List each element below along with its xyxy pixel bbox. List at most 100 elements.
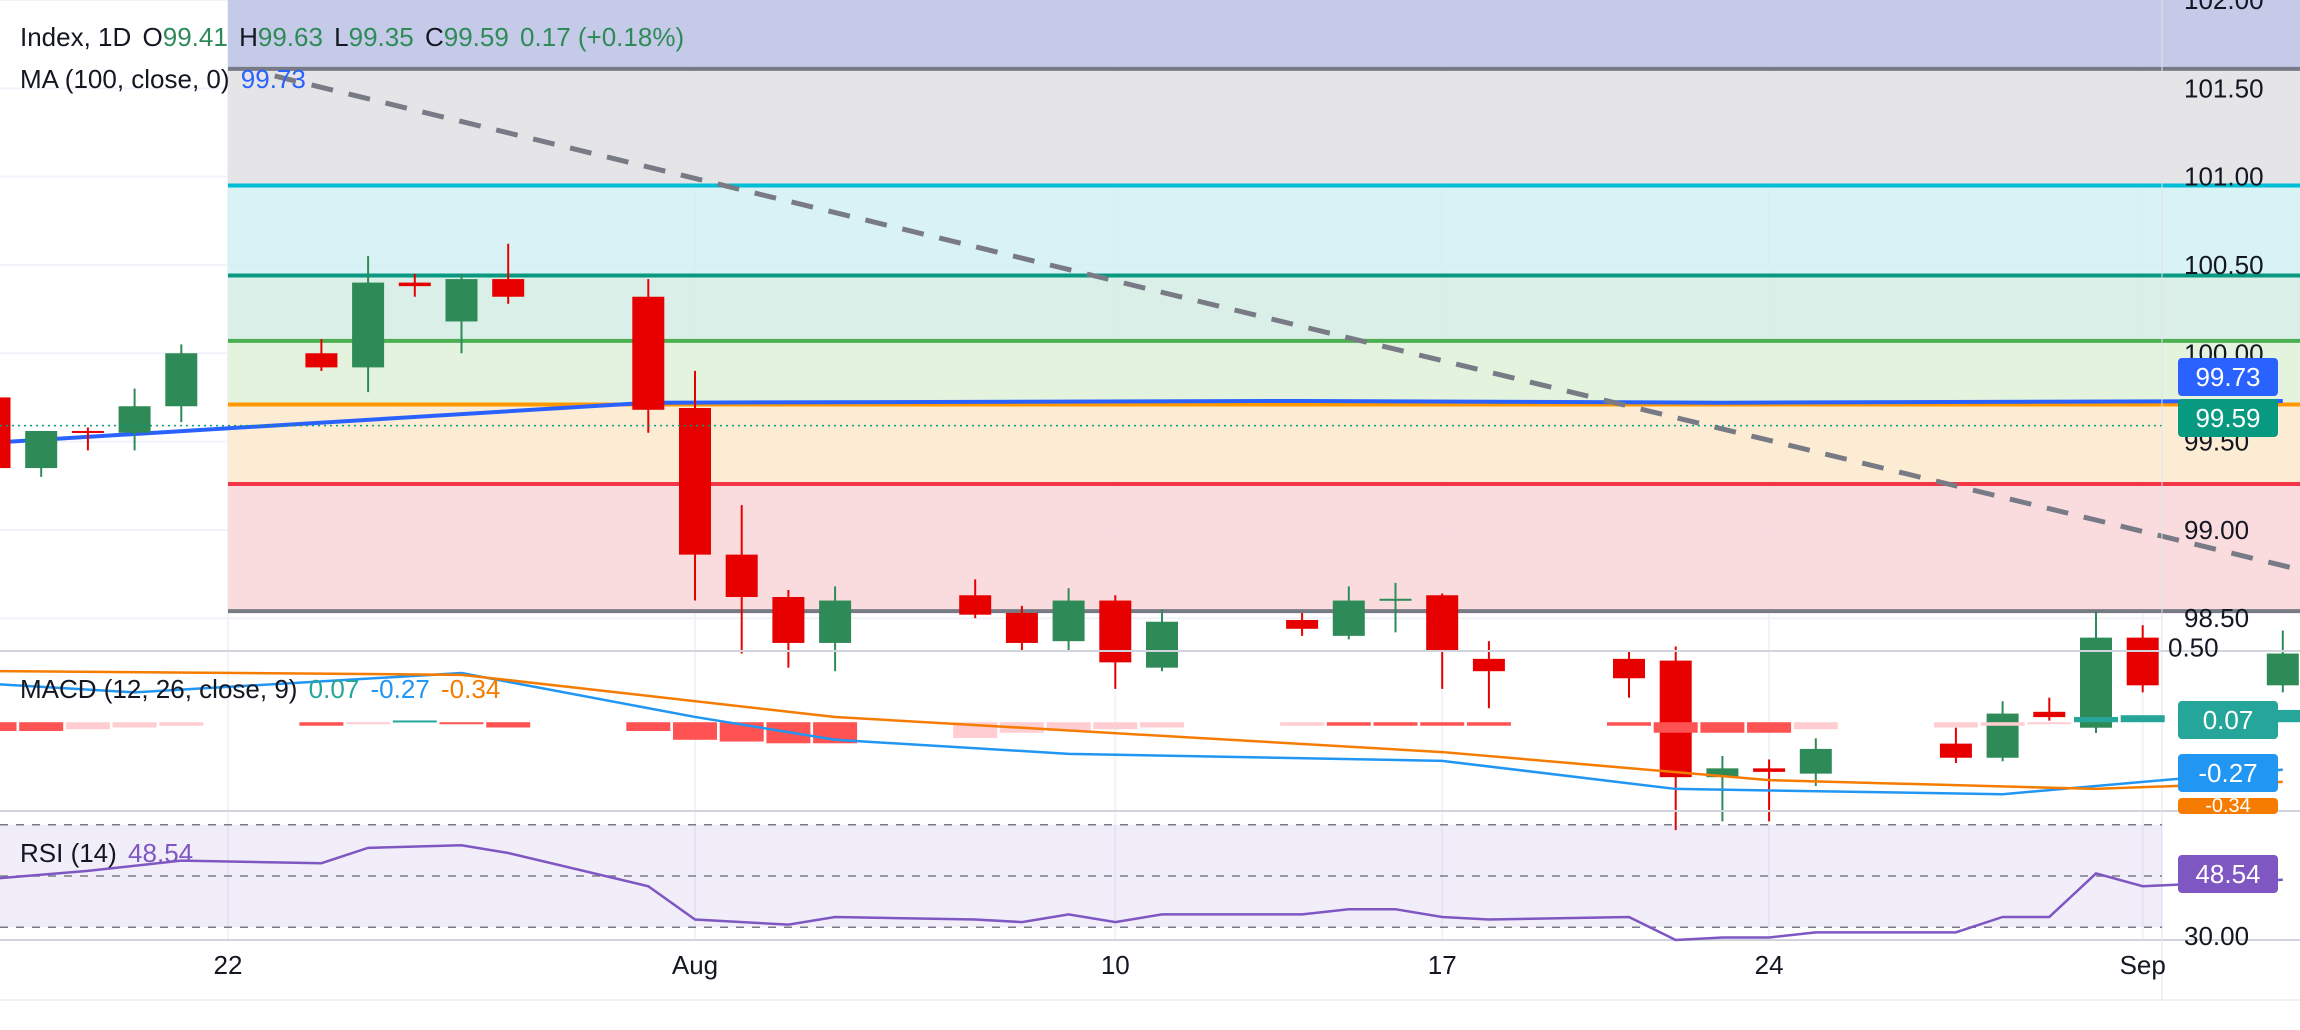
macd-histogram-bar <box>2027 722 2072 725</box>
macd-histogram-bar <box>1747 722 1792 733</box>
close-price-tag: 99.59 <box>2178 399 2278 437</box>
rsi-label: RSI (14) <box>20 838 117 868</box>
price-axis-label: 101.00 <box>2184 162 2264 192</box>
macd-histogram-bar <box>2074 716 2118 723</box>
macd-histogram-bar <box>392 720 437 723</box>
candle-body <box>1986 713 2019 758</box>
macd-histogram-bar <box>1607 722 1651 726</box>
open-label: O <box>142 22 163 52</box>
macd-histogram-bar <box>1700 722 1745 733</box>
rsi-legend: RSI (14) 48.54 <box>20 838 197 869</box>
macd-histogram-bar <box>112 722 157 728</box>
macd-histogram-bar <box>1653 722 1698 733</box>
macd-histogram-bar <box>65 722 110 730</box>
ma-value: 99.73 <box>240 64 306 94</box>
candle-body <box>2033 711 2066 718</box>
time-axis-label: Aug <box>672 950 718 980</box>
macd-label: MACD (12, 26, close, 9) <box>20 674 298 704</box>
fib-zone <box>228 275 2300 341</box>
price-axis-label: 102.00 <box>2184 0 2264 15</box>
macd-histogram-bar <box>1046 722 1091 731</box>
macd-line-tag: -0.27 <box>2178 754 2278 792</box>
candle-body <box>398 282 431 287</box>
candle-body <box>1939 743 1972 758</box>
rsi-line <box>0 844 2283 942</box>
rsi-band <box>0 824 2162 928</box>
macd-histogram-bar <box>1093 722 1138 730</box>
time-axis-label: 17 <box>1428 950 1457 980</box>
fib-zone <box>228 404 2300 484</box>
candle-body <box>725 554 758 598</box>
candle-body <box>1005 612 1038 643</box>
candle-body <box>118 406 151 433</box>
candle-body <box>25 430 58 469</box>
candle-body <box>959 595 992 615</box>
macd-histogram-bar <box>1140 722 1184 728</box>
fib-zone <box>228 185 2300 276</box>
rsi-axis-label: 30.00 <box>2184 921 2249 951</box>
macd-histogram-bar <box>1980 722 2025 726</box>
macd-signal-line <box>0 669 2283 791</box>
price-axis-label: 98.50 <box>2184 603 2249 633</box>
time-axis-label: 10 <box>1101 950 1130 980</box>
macd-histogram-bar <box>0 722 17 731</box>
ma-label: MA (100, close, 0) <box>20 64 230 94</box>
candle-body <box>445 279 478 322</box>
trendline <box>274 73 2300 573</box>
rsi-tag: 48.54 <box>2178 855 2278 893</box>
low-value: 99.35 <box>348 22 414 52</box>
low-label: L <box>334 22 349 52</box>
time-axis-label: 24 <box>1755 950 1784 980</box>
ohlc-legend: Index, 1D O99.41 H99.63 L99.35 C99.59 0.… <box>20 22 688 53</box>
candle-body <box>1379 598 1412 601</box>
fib-zone-top <box>228 0 2300 69</box>
time-axis-label: 22 <box>214 950 243 980</box>
change-value: 0.17 (+0.18%) <box>520 22 685 52</box>
macd-histogram-bar <box>159 722 204 726</box>
high-value: 99.63 <box>257 22 323 52</box>
macd-line <box>0 671 2283 796</box>
candle-body <box>1753 768 1786 772</box>
macd-legend: MACD (12, 26, close, 9) 0.07 -0.27 -0.34 <box>20 674 504 705</box>
macd-histogram-bar <box>439 722 484 725</box>
ma-legend: MA (100, close, 0) 99.73 <box>20 64 310 95</box>
macd-axis-label: 0.50 <box>2168 632 2219 662</box>
candle-body <box>772 597 805 643</box>
fib-zone <box>228 68 2300 186</box>
macd-histogram-bar <box>1793 722 1838 730</box>
time-axis-label: Sep <box>2120 950 2166 980</box>
candle-body <box>1426 595 1459 650</box>
macd-histogram-bar <box>2120 715 2165 723</box>
macd-histogram-bar <box>626 722 671 731</box>
rsi-value: 48.54 <box>128 838 194 868</box>
candle-body <box>2080 637 2112 728</box>
macd-histogram-bar <box>1326 722 1371 726</box>
macd-histogram-bar <box>299 722 344 726</box>
close-value: 99.59 <box>443 22 509 52</box>
high-label: H <box>239 22 258 52</box>
candle-body <box>1332 600 1365 636</box>
candle-body <box>352 282 385 368</box>
macd-hist-value: 0.07 <box>308 674 360 704</box>
symbol-label: Index, 1D <box>20 22 132 52</box>
candle-body <box>305 353 338 368</box>
candle-body <box>819 600 852 643</box>
candle-body <box>679 408 711 555</box>
macd-line-value: -0.27 <box>370 674 430 704</box>
open-value: 99.41 <box>162 22 228 52</box>
macd-signal-tag: -0.34 <box>2178 798 2278 814</box>
macd-hist-tag: 0.07 <box>2178 701 2278 739</box>
price-axis-label: 99.00 <box>2184 515 2249 545</box>
candle-body <box>1146 621 1178 668</box>
ma-price-tag: 99.73 <box>2178 358 2278 396</box>
fib-zone <box>228 483 2300 612</box>
candle-body <box>2126 637 2159 686</box>
candle-body <box>632 296 665 410</box>
price-axis-label: 100.50 <box>2184 250 2264 280</box>
candle-body <box>0 397 11 469</box>
candle-body <box>1099 600 1132 663</box>
ma-line <box>0 398 2283 456</box>
close-label: C <box>424 22 444 52</box>
price-axis-label: 101.50 <box>2184 73 2264 103</box>
